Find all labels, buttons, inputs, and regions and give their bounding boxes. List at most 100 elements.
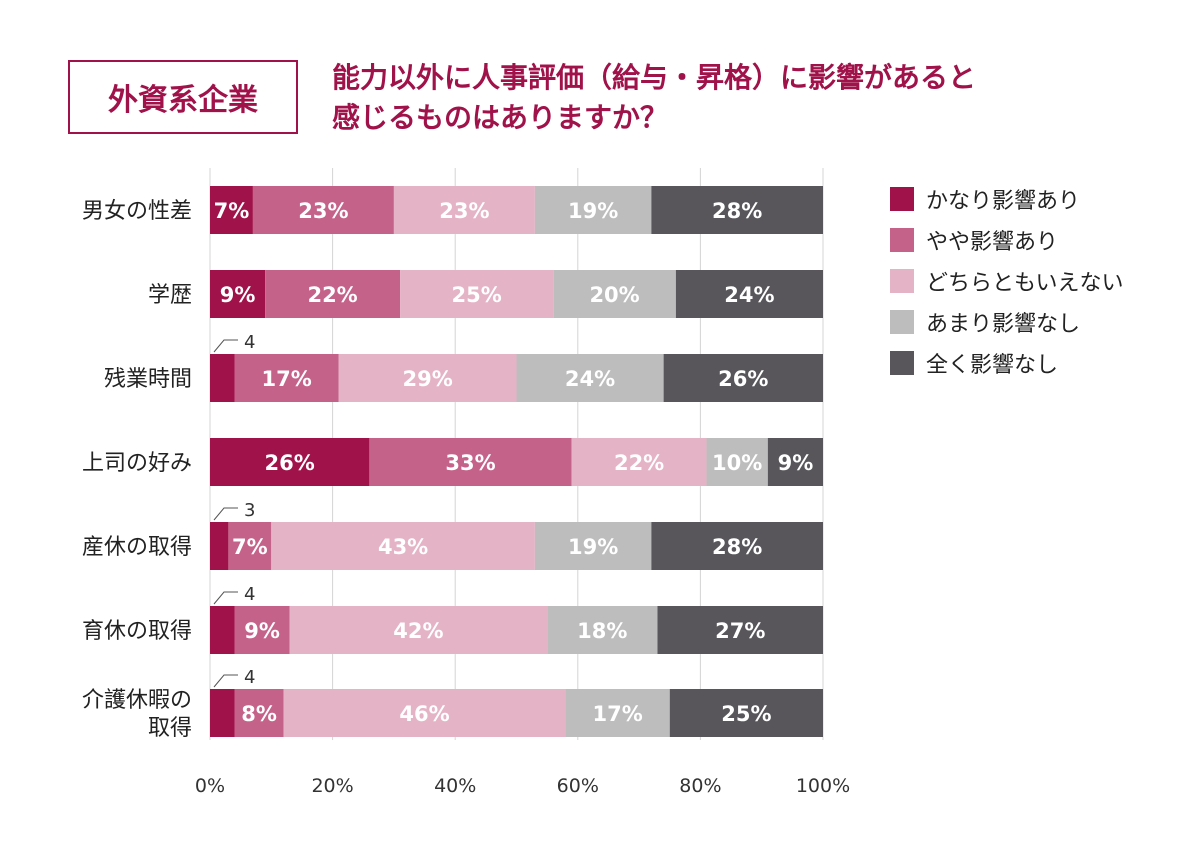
legend-label: やや影響あり (926, 229, 1059, 255)
data-label: 28% (712, 535, 762, 559)
legend-item: かなり影響あり (890, 178, 1124, 219)
legend-swatch (890, 186, 914, 211)
legend-swatch (890, 227, 914, 252)
bar-segment (651, 522, 823, 570)
data-label: 4 (244, 332, 255, 353)
bar-segment (516, 354, 664, 402)
x-tick-label: 0% (195, 775, 225, 797)
data-label: 19% (568, 535, 618, 559)
bar-segment (210, 186, 253, 234)
legend-item: どちらともいえない (890, 260, 1124, 301)
data-label: 17% (593, 702, 643, 726)
legend-swatch (890, 350, 914, 375)
data-label: 9% (778, 451, 814, 475)
leader-line (213, 339, 238, 353)
bar-segment (210, 438, 370, 486)
data-label: 9% (220, 283, 256, 307)
bar-segment (565, 689, 670, 737)
data-label: 20% (589, 283, 639, 307)
x-tick-label: 40% (434, 775, 476, 797)
data-label: 29% (402, 367, 452, 391)
x-tick-label: 80% (679, 775, 721, 797)
bar-segment (767, 438, 823, 486)
bar-segment (210, 522, 229, 570)
bar-segment (651, 186, 823, 234)
category-label: 男女の性差 (82, 199, 192, 224)
x-tick-label: 60% (557, 775, 599, 797)
chart-title-line-1: 能力以外に人事評価（給与・昇格）に影響があると (332, 61, 977, 94)
leader-line (213, 674, 238, 688)
bar-segment (338, 354, 517, 402)
data-label: 3 (244, 500, 255, 521)
bar-segment (369, 438, 572, 486)
chart-title-line-2: 感じるものはありますか？ (332, 101, 669, 134)
legend-label: どちらともいえない (926, 270, 1124, 296)
x-tick-label: 20% (311, 775, 353, 797)
category-label: 育休の取得 (82, 619, 192, 644)
bar-segment (534, 522, 652, 570)
data-label: 10% (712, 451, 762, 475)
data-label: 7% (214, 199, 250, 223)
bar-segment (228, 522, 272, 570)
data-label: 22% (614, 451, 664, 475)
data-label: 25% (452, 283, 502, 307)
legend-label: 全く影響なし (926, 352, 1059, 378)
data-label: 4 (244, 584, 255, 605)
data-label: 9% (244, 619, 280, 643)
category-label: 取得 (148, 716, 192, 741)
bar-segment (393, 186, 535, 234)
data-label: 43% (378, 535, 428, 559)
bar-segment (706, 438, 768, 486)
bar-segment (553, 270, 676, 318)
data-label: 27% (715, 619, 765, 643)
bar-segment (210, 270, 266, 318)
leader-line (213, 507, 238, 521)
x-tick-label: 100% (796, 775, 850, 797)
bar-segment (210, 606, 235, 654)
data-label: 42% (393, 619, 443, 643)
data-label: 28% (712, 199, 762, 223)
bar-segment (283, 689, 566, 737)
data-label: 8% (241, 702, 277, 726)
data-label: 26% (265, 451, 315, 475)
category-label: 学歴 (148, 283, 192, 308)
bar-segment (547, 606, 658, 654)
bar-segment (534, 186, 652, 234)
legend-swatch (890, 309, 914, 334)
legend-item: やや影響あり (890, 219, 1124, 260)
data-label: 18% (577, 619, 627, 643)
data-label: 19% (568, 199, 618, 223)
bar-segment (210, 354, 235, 402)
bar-segment (675, 270, 823, 318)
data-label: 22% (307, 283, 357, 307)
data-label: 23% (439, 199, 489, 223)
bar-segment (234, 606, 290, 654)
category-label: 産休の取得 (82, 535, 192, 560)
data-label: 25% (721, 702, 771, 726)
bar-segment (669, 689, 823, 737)
bar-segment (234, 689, 284, 737)
bar-segment (400, 270, 554, 318)
legend-item: 全く影響なし (890, 342, 1124, 383)
legend-label: あまり影響なし (926, 311, 1081, 337)
data-label: 26% (718, 367, 768, 391)
bar-segment (252, 186, 394, 234)
bar-segment (271, 522, 535, 570)
bar-segment (265, 270, 401, 318)
category-tag: 外資系企業 (68, 60, 298, 134)
bar-segment (663, 354, 823, 402)
data-label: 7% (232, 535, 268, 559)
bar-segment (289, 606, 548, 654)
data-label: 4 (244, 667, 255, 688)
bar-segment (571, 438, 707, 486)
category-label: 残業時間 (104, 367, 192, 392)
legend: かなり影響ありやや影響ありどちらともいえない あまり影響なし 全く影響なし (890, 178, 1124, 383)
data-label: 46% (399, 702, 449, 726)
bar-segment (210, 689, 235, 737)
data-label: 33% (445, 451, 495, 475)
legend-swatch (890, 268, 914, 293)
data-label: 24% (724, 283, 774, 307)
bar-segment (657, 606, 823, 654)
leader-line (213, 591, 238, 605)
